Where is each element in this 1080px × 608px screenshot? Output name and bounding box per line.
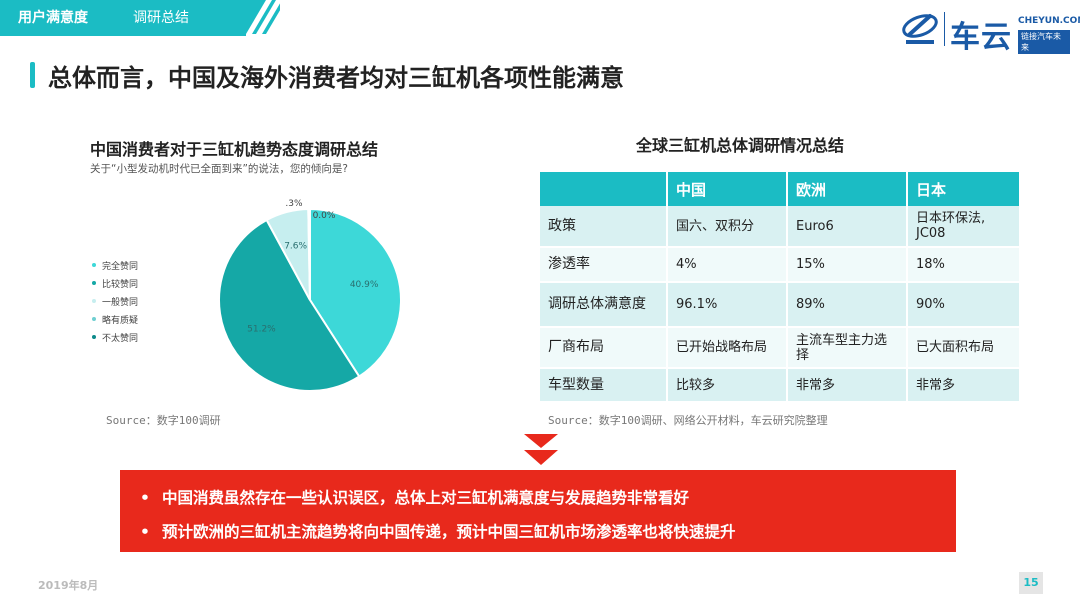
pie-chart: 40.9% 51.2% 7.6% .3% 0.0% <box>218 199 402 392</box>
legend-item: 完全赞同 <box>92 256 138 274</box>
table-row-header: 政策 <box>540 206 668 248</box>
table-header-row: 中国 欧洲 日本 <box>540 172 1021 206</box>
table-cell: 96.1% <box>667 282 788 328</box>
bullet: • <box>140 523 150 541</box>
legend-label: 不太赞同 <box>102 333 139 344</box>
legend-swatch <box>92 335 96 339</box>
header-subsection-label: 调研总结 <box>133 10 189 26</box>
pie-value-label: 40.9% <box>350 280 379 290</box>
table-cell: 90% <box>907 282 1021 328</box>
cheyun-logo: 车云 CHEYUN.COM 链接汽车未来 <box>900 6 1080 55</box>
table-cell: 已大面积布局 <box>907 327 1021 369</box>
logo-slogan: 链接汽车未来 <box>1018 30 1070 54</box>
legend-item: 略有质疑 <box>92 310 138 328</box>
table-title: 全球三缸机总体调研情况总结 <box>636 136 845 155</box>
table-cell: 非常多 <box>787 368 908 403</box>
legend-swatch <box>92 281 96 285</box>
table-row: 政策 国六、双积分 Euro6 日本环保法, JC08 <box>540 206 1021 248</box>
page-number: 15 <box>1019 572 1043 594</box>
chart-subtitle: 关于“小型发动机时代已全面到来”的说法，您的倾向是? <box>90 163 348 175</box>
pie-value-label: 7.6% <box>284 241 307 251</box>
header-accent-line <box>0 33 246 36</box>
table-row-header: 厂商布局 <box>540 327 668 369</box>
bullet: • <box>140 489 150 507</box>
legend-label: 一般赞同 <box>102 297 139 308</box>
legend-item: 一般赞同 <box>92 292 138 310</box>
legend-label: 略有质疑 <box>102 315 139 326</box>
legend-swatch <box>92 299 96 303</box>
chart-legend: 完全赞同 比较赞同 一般赞同 略有质疑 不太赞同 <box>92 256 138 346</box>
table-cell: 国六、双积分 <box>667 206 788 248</box>
legend-swatch <box>92 317 96 321</box>
conclusion-callout: • 中国消费虽然存在一些认识误区，总体上对三缸机满意度与发展趋势非常看好 • 预计欧… <box>120 470 956 552</box>
table-row: 车型数量 比较多 非常多 非常多 <box>540 368 1021 403</box>
table-cell: 89% <box>787 282 908 328</box>
table-cell: 15% <box>787 247 908 283</box>
footer-date: 2019年8月 <box>38 579 99 592</box>
table-header-cell: 日本 <box>907 172 1021 206</box>
pie-value-label: .3% <box>285 199 303 209</box>
pie-slice <box>218 218 361 392</box>
table-cell: 日本环保法, JC08 <box>907 206 1021 248</box>
table-header-cell <box>540 172 668 206</box>
pie-value-label: 0.0% <box>313 211 336 221</box>
table-header-cell: 欧洲 <box>787 172 908 206</box>
callout-text: 预计欧洲的三缸机主流趋势将向中国传递，预计中国三缸机市场渗透率也将快速提升 <box>162 523 736 541</box>
table-row: 渗透率 4% 15% 18% <box>540 247 1021 283</box>
double-chevron-down-icon <box>524 434 558 465</box>
chart-title: 中国消费者对于三缸机趋势态度调研总结 <box>90 140 379 159</box>
callout-point: • 中国消费虽然存在一些认识误区，总体上对三缸机满意度与发展趋势非常看好 <box>140 486 689 508</box>
page-title: 总体而言，中国及海外消费者均对三缸机各项性能满意 <box>48 64 624 92</box>
logo-name: 车云 <box>950 20 1012 55</box>
table-cell: 主流车型主力选择 <box>787 327 908 369</box>
table-row: 厂商布局 已开始战略布局 主流车型主力选择 已大面积布局 <box>540 327 1021 369</box>
table-cell: 已开始战略布局 <box>667 327 788 369</box>
table-row-header: 车型数量 <box>540 368 668 403</box>
table-cell: 非常多 <box>907 368 1021 403</box>
table-source: Source：数字100调研、网络公开材料，车云研究院整理 <box>548 414 828 427</box>
header-tab: 用户满意度 调研总结 <box>0 0 280 34</box>
chart-source: Source：数字100调研 <box>106 414 221 427</box>
cheyun-emblem-icon <box>902 14 938 44</box>
callout-text: 中国消费虽然存在一些认识误区，总体上对三缸机满意度与发展趋势非常看好 <box>162 489 690 507</box>
title-accent-bar <box>30 62 35 88</box>
table-row: 调研总体满意度 96.1% 89% 90% <box>540 282 1021 328</box>
table-cell: 4% <box>667 247 788 283</box>
table-header-cell: 中国 <box>667 172 788 206</box>
logo-domain: CHEYUN.COM <box>1018 16 1080 26</box>
table-row-header: 调研总体满意度 <box>540 282 668 328</box>
legend-label: 完全赞同 <box>102 261 139 272</box>
legend-item: 比较赞同 <box>92 274 138 292</box>
legend-label: 比较赞同 <box>102 279 139 290</box>
header-section-label: 用户满意度 <box>18 10 88 26</box>
legend-item: 不太赞同 <box>92 328 138 346</box>
table-cell: 18% <box>907 247 1021 283</box>
header-tab-shape <box>0 0 280 34</box>
pie-value-label: 51.2% <box>247 325 276 335</box>
table-cell: Euro6 <box>787 206 908 248</box>
callout-point: • 预计欧洲的三缸机主流趋势将向中国传递，预计中国三缸机市场渗透率也将快速提升 <box>140 520 736 542</box>
table-row-header: 渗透率 <box>540 247 668 283</box>
legend-swatch <box>92 263 96 267</box>
table-cell: 比较多 <box>667 368 788 403</box>
logo-separator <box>944 12 945 46</box>
summary-table: 中国 欧洲 日本 政策 国六、双积分 Euro6 日本环保法, JC08 渗透率… <box>540 172 1021 403</box>
pie-slice <box>307 207 311 301</box>
